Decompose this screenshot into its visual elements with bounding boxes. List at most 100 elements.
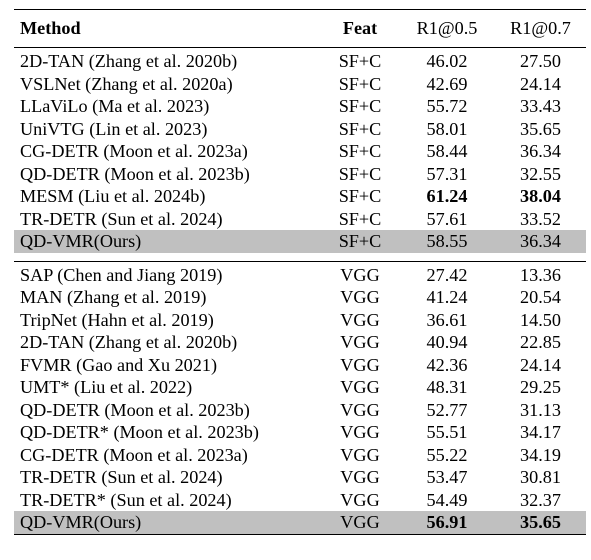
cell-method: VSLNet (Zhang et al. 2020a) bbox=[20, 73, 233, 94]
cell-r05: 55.51 bbox=[426, 422, 468, 443]
cell-feat: VGG bbox=[340, 309, 380, 330]
cell-feat: VGG bbox=[340, 332, 380, 353]
cell-r05: 42.69 bbox=[426, 73, 468, 94]
header-r05: R1@0.5 bbox=[399, 9, 495, 48]
cell-feat: VGG bbox=[340, 354, 380, 375]
section-divider bbox=[14, 252, 586, 262]
header-r07: R1@0.7 bbox=[495, 9, 586, 48]
cell-feat: SF+C bbox=[338, 141, 382, 162]
cell-r07: 33.43 bbox=[520, 96, 561, 117]
table-row: 2D-TAN (Zhang et al. 2020b) VGG 40.94 22… bbox=[14, 331, 586, 354]
cell-r07: 24.14 bbox=[520, 73, 561, 94]
table-row: MESM (Liu et al. 2024b) SF+C 61.24 38.04 bbox=[14, 185, 586, 208]
table-header: Method Feat R1@0.5 R1@0.7 bbox=[14, 9, 586, 48]
cell-method: MESM (Liu et al. 2024b) bbox=[20, 186, 206, 207]
cell-method: TR-DETR* (Sun et al. 2024) bbox=[20, 489, 232, 510]
table-row: CG-DETR (Moon et al. 2023a) SF+C 58.44 3… bbox=[14, 140, 586, 163]
cell-feat: VGG bbox=[340, 264, 380, 285]
cell-method: FVMR (Gao and Xu 2021) bbox=[20, 354, 218, 375]
cell-method: TR-DETR (Sun et al. 2024) bbox=[20, 467, 223, 488]
cell-r07: 34.19 bbox=[520, 444, 561, 465]
cell-r07-best: 38.04 bbox=[520, 186, 561, 207]
cell-r05: 40.94 bbox=[426, 332, 468, 353]
cell-r05: 41.24 bbox=[426, 287, 468, 308]
cell-r05: 55.22 bbox=[426, 444, 468, 465]
cell-feat: VGG bbox=[340, 399, 380, 420]
table-row: MAN (Zhang et al. 2019) VGG 41.24 20.54 bbox=[14, 286, 586, 309]
results-table-container: Method Feat R1@0.5 R1@0.7 2D-TAN (Zhang … bbox=[14, 9, 586, 535]
table-row-ours: QD-VMR(Ours) SF+C 58.55 36.34 bbox=[14, 230, 586, 253]
cell-feat: SF+C bbox=[321, 47, 399, 73]
cell-feat: SF+C bbox=[338, 118, 382, 139]
cell-method: UMT* (Liu et al. 2022) bbox=[20, 377, 193, 398]
cell-r07: 32.55 bbox=[520, 163, 561, 184]
cell-r07: 31.13 bbox=[520, 399, 561, 420]
cell-feat: VGG bbox=[340, 287, 380, 308]
header-method: Method bbox=[14, 9, 321, 48]
cell-r05: 52.77 bbox=[426, 399, 468, 420]
cell-r05: 58.44 bbox=[426, 141, 468, 162]
cell-feat: SF+C bbox=[321, 230, 399, 253]
table-row: VSLNet (Zhang et al. 2020a) SF+C 42.69 2… bbox=[14, 73, 586, 96]
table-row: TripNet (Hahn et al. 2019) VGG 36.61 14.… bbox=[14, 309, 586, 332]
cell-r07: 34.17 bbox=[520, 422, 561, 443]
cell-r07: 29.25 bbox=[520, 377, 561, 398]
cell-method: QD-DETR (Moon et al. 2023b) bbox=[20, 399, 250, 420]
cell-r07: 32.37 bbox=[520, 489, 561, 510]
cell-feat: VGG bbox=[340, 377, 380, 398]
table-row: FVMR (Gao and Xu 2021) VGG 42.36 24.14 bbox=[14, 354, 586, 377]
cell-r05: 58.55 bbox=[399, 230, 495, 253]
cell-feat: VGG bbox=[340, 444, 380, 465]
cell-feat: SF+C bbox=[338, 186, 382, 207]
cell-r05: 48.31 bbox=[426, 377, 468, 398]
cell-r05: 57.31 bbox=[426, 163, 468, 184]
cell-method: UniVTG (Lin et al. 2023) bbox=[20, 118, 208, 139]
cell-r07: 14.50 bbox=[520, 309, 561, 330]
cell-r05: 58.01 bbox=[426, 118, 468, 139]
header-row: Method Feat R1@0.5 R1@0.7 bbox=[14, 9, 586, 48]
table-row: 2D-TAN (Zhang et al. 2020b) SF+C 46.02 2… bbox=[14, 47, 586, 73]
vgg-section: SAP (Chen and Jiang 2019) VGG 27.42 13.3… bbox=[14, 261, 586, 535]
cell-feat: VGG bbox=[340, 467, 380, 488]
results-table: Method Feat R1@0.5 R1@0.7 2D-TAN (Zhang … bbox=[14, 9, 586, 535]
cell-method: 2D-TAN (Zhang et al. 2020b) bbox=[14, 47, 321, 73]
cell-r05: 46.02 bbox=[399, 47, 495, 73]
cell-method: QD-DETR (Moon et al. 2023b) bbox=[20, 163, 250, 184]
cell-r07: 36.34 bbox=[495, 230, 586, 253]
cell-method: QD-DETR* (Moon et al. 2023b) bbox=[20, 422, 259, 443]
cell-r05: 27.42 bbox=[426, 264, 468, 285]
table-row: QD-DETR (Moon et al. 2023b) VGG 52.77 31… bbox=[14, 399, 586, 422]
cell-method: CG-DETR (Moon et al. 2023a) bbox=[20, 444, 248, 465]
cell-r05: 42.36 bbox=[426, 354, 468, 375]
table-row: TR-DETR* (Sun et al. 2024) VGG 54.49 32.… bbox=[14, 489, 586, 512]
cell-feat: SF+C bbox=[338, 73, 382, 94]
table-row: QD-DETR (Moon et al. 2023b) SF+C 57.31 3… bbox=[14, 163, 586, 186]
cell-feat: VGG bbox=[340, 489, 380, 510]
header-feat: Feat bbox=[321, 9, 399, 48]
cell-r07: 33.52 bbox=[520, 208, 561, 229]
cell-method: QD-VMR(Ours) bbox=[14, 230, 321, 253]
table-row: CG-DETR (Moon et al. 2023a) VGG 55.22 34… bbox=[14, 444, 586, 467]
table-row: LLaViLo (Ma et al. 2023) SF+C 55.72 33.4… bbox=[14, 95, 586, 118]
table-row: TR-DETR (Sun et al. 2024) SF+C 57.61 33.… bbox=[14, 208, 586, 231]
table-row-ours: QD-VMR(Ours) VGG 56.91 35.65 bbox=[14, 511, 586, 535]
table-row: UniVTG (Lin et al. 2023) SF+C 58.01 35.6… bbox=[14, 118, 586, 141]
cell-r07: 24.14 bbox=[520, 354, 561, 375]
cell-r05: 57.61 bbox=[426, 208, 468, 229]
cell-method: MAN (Zhang et al. 2019) bbox=[20, 287, 207, 308]
cell-r07: 20.54 bbox=[520, 287, 561, 308]
cell-feat: SF+C bbox=[338, 163, 382, 184]
cell-method: CG-DETR (Moon et al. 2023a) bbox=[20, 141, 248, 162]
cell-r05-best: 61.24 bbox=[426, 186, 468, 207]
cell-method: TR-DETR (Sun et al. 2024) bbox=[20, 208, 223, 229]
cell-r07: 30.81 bbox=[520, 467, 561, 488]
cell-r05: 53.47 bbox=[426, 467, 468, 488]
cell-r07: 22.85 bbox=[520, 332, 561, 353]
sf-section: 2D-TAN (Zhang et al. 2020b) SF+C 46.02 2… bbox=[14, 47, 586, 262]
cell-feat: SF+C bbox=[338, 208, 382, 229]
table-row: UMT* (Liu et al. 2022) VGG 48.31 29.25 bbox=[14, 376, 586, 399]
cell-r07-best: 35.65 bbox=[495, 511, 586, 535]
table-row: TR-DETR (Sun et al. 2024) VGG 53.47 30.8… bbox=[14, 466, 586, 489]
cell-method: 2D-TAN (Zhang et al. 2020b) bbox=[20, 332, 238, 353]
cell-r07: 13.36 bbox=[520, 264, 561, 285]
